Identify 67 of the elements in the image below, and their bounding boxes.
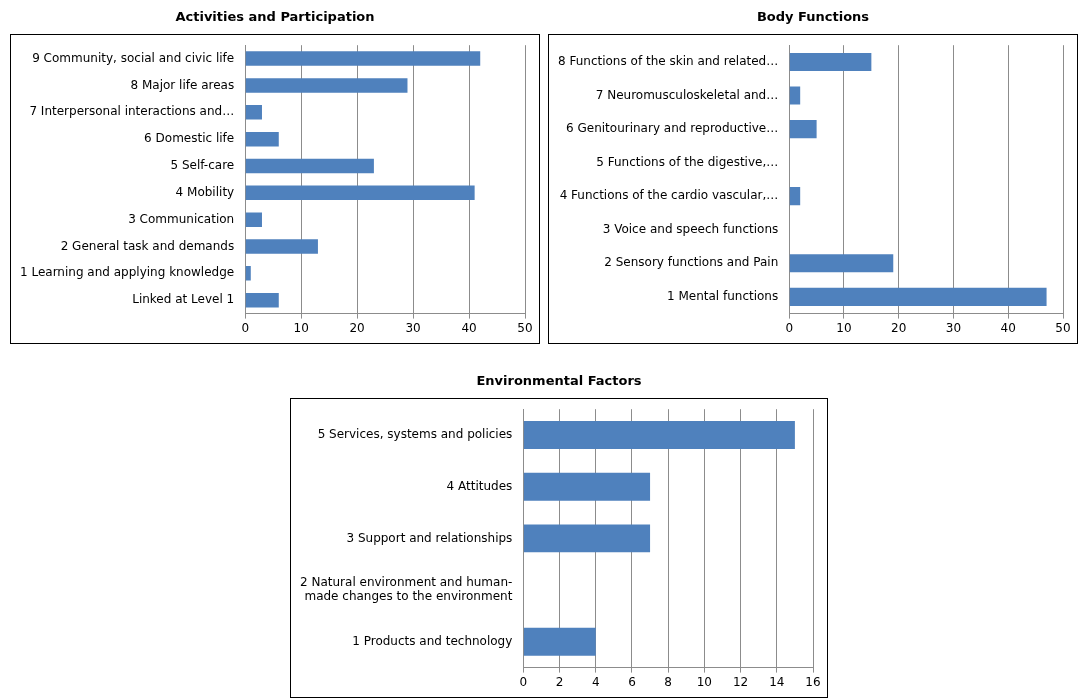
y-tick-label: 7 Interpersonal interactions and… — [29, 104, 235, 119]
y-tick-label: 1 Learning and applying knowledge — [19, 265, 235, 280]
x-tick-label: 2 — [555, 674, 564, 689]
bar — [789, 86, 801, 105]
y-tick-label: 3 Communication — [128, 211, 235, 226]
y-tick-label: 4 Functions of the cardio vascular,… — [559, 188, 779, 203]
bar — [523, 421, 795, 449]
y-tick-label: 1 Mental functions — [666, 288, 779, 303]
y-tick-label: 9 Community, social and civic life — [32, 50, 235, 65]
bar — [245, 158, 374, 174]
y-tick-label: 4 Attitudes — [446, 478, 513, 493]
y-tick-label: 2 Sensory functions and Pain — [604, 255, 779, 270]
y-tick-label: 3 Support and relationships — [346, 530, 513, 545]
chart-title: Body Functions — [755, 8, 871, 26]
y-tick-label: 1 Products and technology — [352, 633, 513, 648]
x-tick-label: 10 — [696, 674, 713, 689]
x-tick-label: 8 — [664, 674, 672, 689]
bar — [523, 524, 651, 553]
chart-title: Environmental Factors — [475, 372, 643, 390]
x-tick-label: 10 — [293, 320, 309, 335]
y-tick-label: 6 Domestic life — [144, 131, 235, 146]
x-tick-label: 50 — [1055, 320, 1071, 335]
bar — [789, 120, 817, 139]
x-tick-label: 14 — [769, 674, 785, 689]
y-tick-label: 2 General task and demands — [60, 238, 235, 253]
x-tick-label: 0 — [785, 320, 794, 335]
y-tick-label: 5 Self-care — [170, 158, 235, 173]
y-tick-label: 3 Voice and speech functions — [602, 221, 779, 236]
y-tick-label: 7 Neuromusculoskeletal and… — [595, 87, 779, 102]
x-tick-label: 12 — [732, 674, 749, 689]
x-tick-label: 40 — [1000, 320, 1016, 335]
bar — [789, 52, 872, 72]
bar — [245, 105, 262, 120]
bar — [245, 266, 251, 281]
y-tick-label: 8 Major life areas — [130, 77, 235, 92]
bar — [245, 212, 262, 227]
x-tick-label: 10 — [836, 320, 852, 335]
bar — [789, 287, 1047, 306]
x-tick-label: 0 — [241, 320, 250, 335]
x-tick-label: 30 — [945, 320, 962, 335]
bar — [245, 131, 279, 147]
y-tick-label: 5 Services, systems and policies — [317, 427, 513, 442]
y-tick-label: Linked at Level 1 — [132, 292, 235, 307]
bar — [245, 239, 318, 254]
chart-title: Activities and Participation — [174, 8, 376, 26]
y-tick-label: 8 Functions of the skin and related… — [557, 54, 779, 69]
bar — [789, 187, 801, 206]
y-tick-label: 4 Mobility — [175, 184, 235, 199]
bar — [245, 292, 279, 308]
x-tick-label: 0 — [519, 674, 528, 689]
bar — [523, 627, 596, 656]
x-tick-label: 20 — [349, 320, 365, 335]
x-tick-label: 30 — [405, 320, 421, 335]
x-tick-label: 16 — [805, 674, 821, 689]
y-tick-label: 6 Genitourinary and reproductive… — [566, 121, 779, 136]
y-tick-label: 2 Natural environment and human-made changes to the environment — [300, 575, 513, 604]
x-tick-label: 6 — [628, 674, 636, 689]
bar — [245, 78, 408, 93]
x-tick-label: 20 — [891, 320, 907, 335]
x-tick-label: 50 — [517, 320, 533, 335]
bar — [245, 185, 475, 201]
bar — [523, 472, 651, 501]
bar — [245, 51, 481, 66]
bar — [789, 254, 894, 273]
y-tick-label: 5 Functions of the digestive,… — [596, 154, 779, 169]
x-tick-label: 4 — [591, 674, 600, 689]
x-tick-label: 40 — [461, 320, 477, 335]
